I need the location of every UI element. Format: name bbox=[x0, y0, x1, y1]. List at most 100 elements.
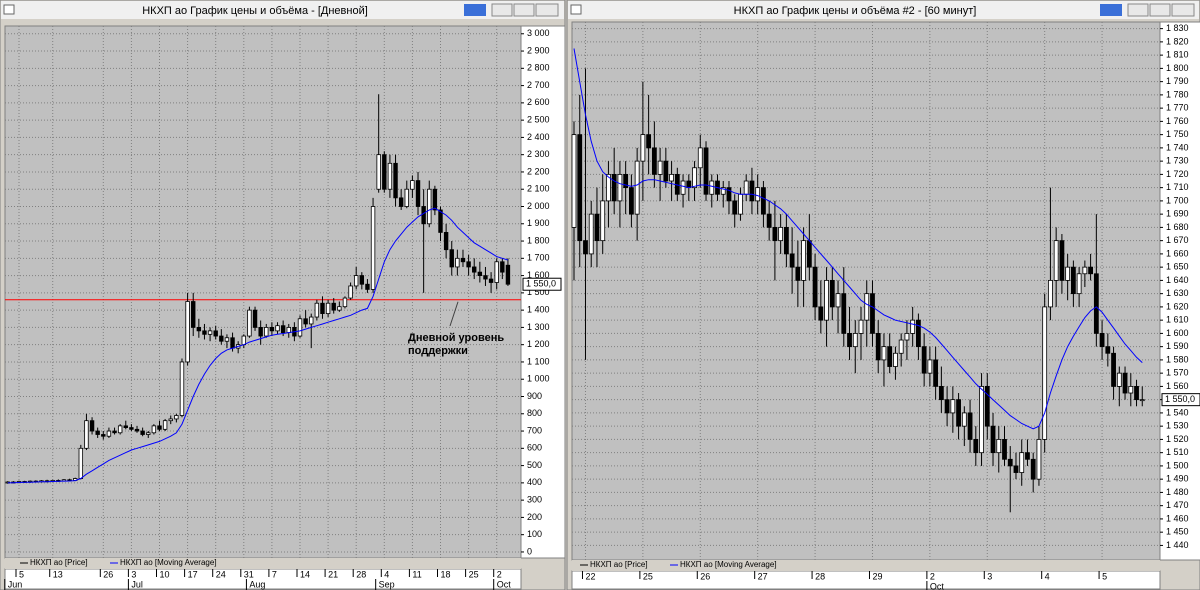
candle-body bbox=[893, 352, 898, 367]
month-label: Oct bbox=[497, 579, 512, 589]
candle-body bbox=[84, 420, 89, 449]
last-price-box bbox=[522, 277, 562, 291]
y-tick-label: 1 760 bbox=[1166, 116, 1189, 126]
candle-body bbox=[264, 327, 269, 337]
y-tick-label: 1 680 bbox=[1166, 222, 1189, 232]
candle-body bbox=[1122, 372, 1128, 394]
maximize-button[interactable] bbox=[1149, 3, 1171, 17]
x-tick-label: 24 bbox=[216, 569, 226, 579]
annotation: поддержки bbox=[408, 345, 468, 357]
candle-body bbox=[432, 188, 438, 211]
close-button[interactable] bbox=[1171, 3, 1195, 17]
link-button[interactable] bbox=[464, 4, 486, 16]
candle-body bbox=[421, 206, 426, 225]
candle-body bbox=[179, 361, 185, 416]
candle-body bbox=[247, 309, 252, 337]
y-tick-label: 1 790 bbox=[1166, 76, 1189, 86]
candle-body bbox=[588, 213, 594, 255]
candle-body bbox=[382, 154, 387, 190]
candle-body bbox=[720, 187, 726, 195]
x-tick-label: 17 bbox=[188, 569, 198, 579]
candle-body bbox=[331, 302, 336, 311]
y-tick-label: 2 700 bbox=[527, 80, 550, 90]
candle-body bbox=[904, 333, 910, 341]
y-tick-label: 0 bbox=[527, 546, 532, 556]
candle-body bbox=[686, 180, 692, 189]
x-tick-label: 2 bbox=[930, 571, 935, 581]
candle-body bbox=[123, 425, 128, 428]
x-tick-label: 26 bbox=[700, 571, 710, 581]
last-price-label: 1 550,0 bbox=[526, 279, 556, 289]
y-tick-label: 1 690 bbox=[1166, 209, 1189, 219]
candle-body bbox=[443, 232, 449, 251]
month-label: Sep bbox=[379, 579, 395, 589]
y-tick-label: 2 000 bbox=[527, 201, 550, 211]
candle-body bbox=[252, 309, 258, 328]
candle-body bbox=[841, 293, 847, 334]
candle-body bbox=[95, 430, 100, 435]
candle-body bbox=[224, 337, 230, 342]
y-tick-label: 800 bbox=[527, 408, 542, 418]
candle-body bbox=[376, 154, 381, 190]
moving-average-line bbox=[7, 207, 509, 484]
candle-body bbox=[106, 430, 112, 437]
candle-body bbox=[449, 249, 454, 268]
candle-body bbox=[783, 226, 789, 255]
minimize-button[interactable] bbox=[491, 3, 513, 17]
candle-body bbox=[466, 261, 471, 268]
candle-body bbox=[472, 266, 477, 273]
candle-body bbox=[1088, 266, 1093, 275]
y-tick-label: 2 400 bbox=[527, 132, 550, 142]
candle-body bbox=[348, 285, 353, 299]
minimize-button[interactable] bbox=[1127, 3, 1149, 17]
window-icon bbox=[3, 4, 15, 15]
candle-body bbox=[460, 257, 466, 263]
x-axis-area bbox=[571, 570, 1161, 590]
candle-body bbox=[933, 359, 939, 387]
candle-body bbox=[112, 430, 117, 434]
candle-body bbox=[1093, 273, 1099, 334]
candle-body bbox=[927, 359, 933, 374]
candle-body bbox=[898, 339, 904, 354]
candle-body bbox=[325, 302, 331, 314]
candle-body bbox=[858, 319, 864, 334]
y-tick-label: 1 570 bbox=[1166, 368, 1189, 378]
candle-body bbox=[129, 427, 134, 430]
candle-body bbox=[761, 187, 766, 215]
candle-body bbox=[1013, 465, 1019, 473]
link-button[interactable] bbox=[1100, 4, 1122, 16]
y-tick-label: 1 740 bbox=[1166, 142, 1189, 152]
y-tick-label: 1 700 bbox=[1166, 195, 1189, 205]
window-title: НКХП ао График цены и объёма #2 - [60 ми… bbox=[734, 5, 977, 17]
y-tick-label: 2 500 bbox=[527, 115, 550, 125]
candle-body bbox=[213, 330, 218, 337]
candle-body bbox=[651, 147, 657, 175]
y-tick-label: 1 490 bbox=[1166, 474, 1189, 484]
candle-body bbox=[640, 134, 646, 162]
candle-body bbox=[134, 428, 140, 432]
x-tick-label: 28 bbox=[815, 571, 825, 581]
candle-body bbox=[703, 147, 709, 195]
close-button[interactable] bbox=[535, 3, 559, 17]
candle-body bbox=[196, 327, 202, 332]
y-tick-label: 1 660 bbox=[1166, 248, 1189, 258]
candle-body bbox=[1019, 452, 1025, 473]
y-tick-label: 1 800 bbox=[527, 235, 550, 245]
candle-body bbox=[738, 193, 743, 215]
candle-body bbox=[755, 187, 761, 202]
maximize-button[interactable] bbox=[513, 3, 535, 17]
candle-body bbox=[795, 266, 801, 281]
candle-body bbox=[990, 425, 996, 454]
candle-body bbox=[657, 160, 663, 175]
y-tick-label: 1 200 bbox=[527, 339, 550, 349]
y-tick-label: 1 530 bbox=[1166, 421, 1189, 431]
x-tick-label: 31 bbox=[244, 569, 254, 579]
y-axis-area bbox=[520, 25, 566, 559]
candle-body bbox=[1070, 266, 1076, 295]
y-tick-label: 2 200 bbox=[527, 166, 550, 176]
y-tick-label: 1 600 bbox=[1166, 328, 1189, 338]
y-axis-area bbox=[1159, 21, 1200, 561]
candle-body bbox=[1059, 240, 1065, 281]
y-tick-label: 900 bbox=[527, 391, 542, 401]
moving-average-line bbox=[573, 48, 1143, 430]
